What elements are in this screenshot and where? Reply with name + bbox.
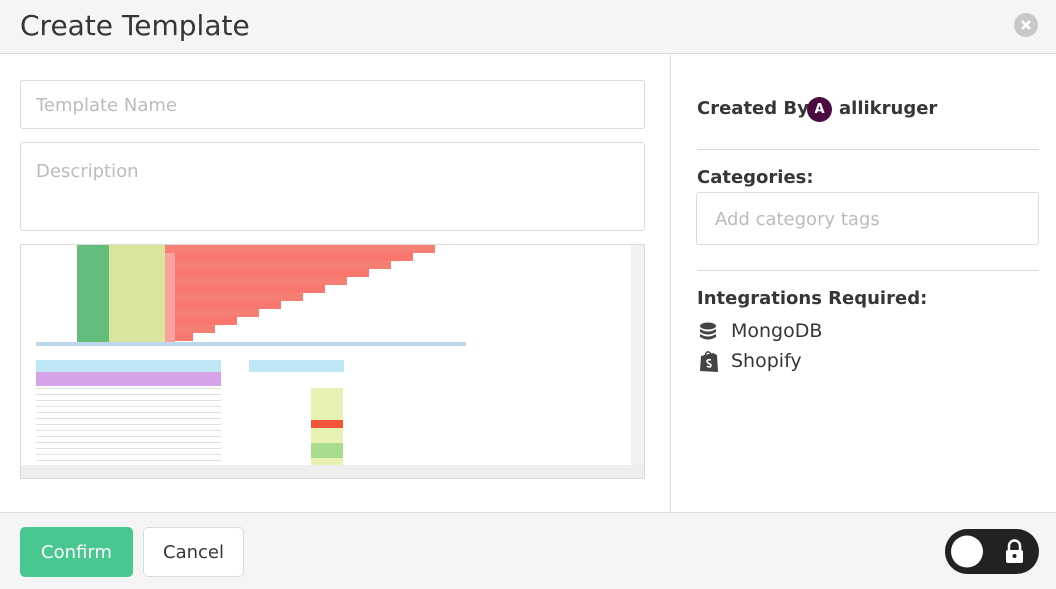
modal-title: Create Template: [20, 9, 250, 42]
cell: [36, 460, 221, 461]
cell: [165, 277, 347, 285]
divider: [670, 54, 671, 512]
cell: [165, 325, 215, 333]
cell: [311, 443, 343, 458]
cell: [36, 388, 221, 389]
cell: [36, 406, 221, 407]
cell: [36, 342, 466, 346]
cell: [165, 285, 325, 293]
avatar: A: [807, 97, 832, 122]
cell: [77, 245, 109, 343]
category-input[interactable]: Add category tags: [696, 192, 1039, 245]
cell: [165, 309, 259, 317]
modal-header: Create Template: [0, 0, 1056, 54]
cell: [165, 261, 391, 269]
cell: [36, 430, 221, 431]
cell: [36, 448, 221, 449]
close-button[interactable]: [1014, 13, 1038, 37]
cell: [36, 394, 221, 395]
author-name: allikruger: [839, 98, 938, 119]
cell: [311, 388, 343, 473]
integrations-label: Integrations Required:: [697, 288, 928, 309]
cancel-button[interactable]: Cancel: [143, 527, 244, 577]
separator: [697, 149, 1039, 150]
categories-label: Categories:: [697, 167, 814, 188]
created-by-label: Created By:: [697, 98, 817, 119]
cell: [109, 245, 165, 343]
integration-name: MongoDB: [731, 320, 823, 342]
confirm-button[interactable]: Confirm: [20, 527, 133, 577]
template-name-input[interactable]: Template Name: [20, 80, 645, 129]
cell: [36, 442, 221, 443]
cell: [165, 301, 281, 309]
cell: [36, 360, 221, 372]
cell: [36, 412, 221, 413]
cell: [631, 245, 644, 465]
cell: [21, 465, 644, 478]
lock-toggle[interactable]: [945, 529, 1039, 574]
cell: [165, 269, 369, 277]
cell: [36, 454, 221, 455]
cell: [165, 253, 413, 261]
database-icon: [700, 322, 716, 340]
cell: [165, 245, 435, 253]
separator: [697, 270, 1039, 271]
cell: [36, 424, 221, 425]
integration-name: Shopify: [731, 350, 802, 372]
cell: [165, 333, 193, 341]
cell: [249, 360, 344, 372]
shopify-icon: [700, 351, 718, 372]
cell: [165, 253, 175, 343]
cell: [311, 420, 343, 428]
cell: [36, 418, 221, 419]
description-textarea[interactable]: Description: [20, 142, 645, 231]
modal-footer: Confirm Cancel: [0, 512, 1056, 589]
cell: [36, 400, 221, 401]
template-preview: [20, 244, 645, 479]
cell: [36, 372, 221, 386]
cell: [36, 436, 221, 437]
cell: [165, 293, 303, 301]
cell: [165, 317, 237, 325]
